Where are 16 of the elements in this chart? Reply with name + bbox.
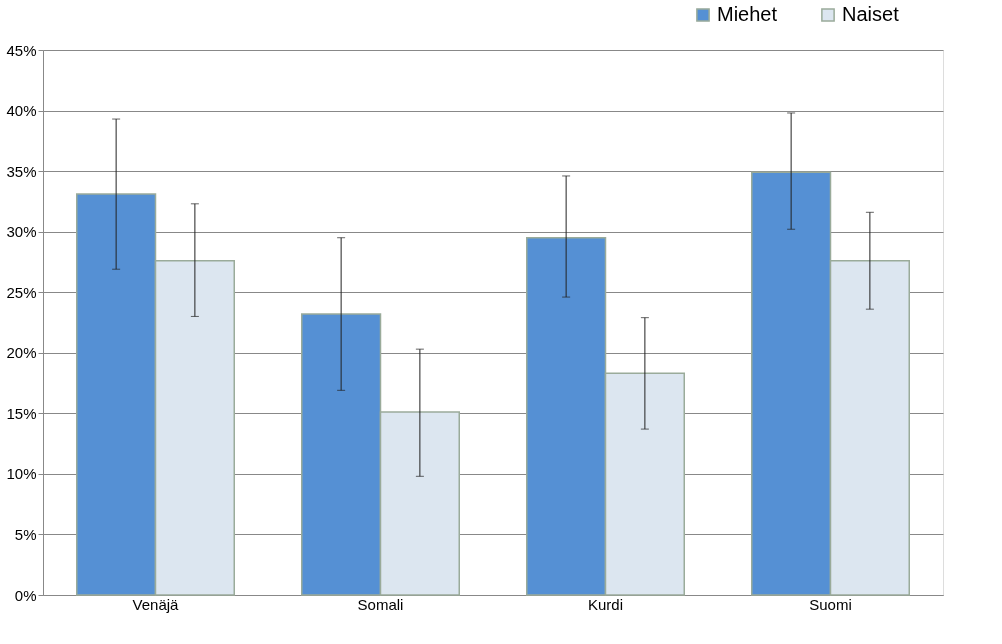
y-tick-label: 30% (6, 223, 37, 241)
y-tick-label: 40% (6, 102, 37, 120)
x-tick-label: Venäjä (132, 595, 180, 613)
x-tick-label: Somali (357, 595, 404, 613)
y-tick-label: 5% (14, 525, 37, 543)
y-tick-label: 35% (6, 162, 37, 180)
legend-label: Miehet (717, 3, 778, 25)
y-tick-label: 15% (6, 404, 37, 422)
x-tick-label: Kurdi (587, 595, 624, 613)
y-tick-label: 45% (6, 41, 37, 59)
x-tick-label: Suomi (809, 595, 852, 613)
y-tick-label: 0% (14, 586, 37, 604)
y-tick-label: 20% (6, 344, 37, 362)
legend-label: Naiset (842, 3, 900, 25)
y-tick-label: 25% (6, 283, 37, 301)
y-tick-label: 10% (6, 465, 37, 483)
